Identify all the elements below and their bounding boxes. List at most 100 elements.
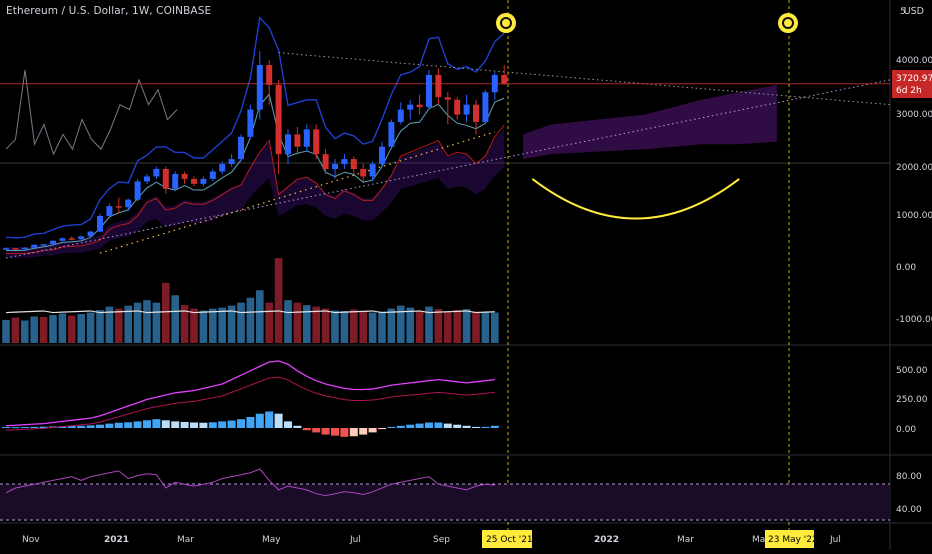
candle: [162, 169, 169, 189]
macd-histogram: [425, 422, 433, 428]
volume-bar: [21, 320, 29, 343]
volume-bar: [293, 302, 302, 343]
volume-bar: [462, 309, 471, 343]
macd-histogram: [312, 428, 321, 433]
volume-bar: [49, 315, 57, 343]
macd-histogram: [133, 421, 142, 428]
volume-ma: [5, 310, 495, 314]
volume-bar: [96, 310, 104, 343]
rsi-line: [5, 468, 495, 497]
candle: [266, 65, 273, 85]
date-highlight: [765, 530, 814, 548]
macd-histogram: [2, 427, 10, 429]
macd-line: [5, 360, 495, 427]
macd-histogram: [462, 425, 471, 428]
candle: [31, 244, 38, 248]
y-tick-label: -1000.00: [896, 315, 932, 325]
macd-histogram: [11, 427, 20, 429]
candle: [350, 159, 357, 169]
volume-bar: [406, 307, 414, 343]
volume-bar: [491, 312, 499, 343]
macd-histogram: [284, 421, 292, 428]
eye-icon[interactable]: [778, 13, 798, 33]
y-tick-label: 250.00: [896, 395, 928, 405]
candle: [322, 154, 329, 169]
candle: [369, 164, 376, 177]
macd-histogram: [378, 428, 386, 430]
candle: [219, 164, 226, 172]
volume-bar: [199, 310, 208, 343]
volume-bar: [105, 306, 114, 343]
candle: [78, 236, 85, 240]
eye-icon[interactable]: [496, 13, 516, 33]
volume-bar: [256, 290, 264, 343]
price-badge-countdown: 6d 2h: [896, 86, 922, 96]
candle: [491, 74, 498, 93]
candle: [181, 173, 188, 179]
y-tick-label: 0.00: [896, 425, 916, 435]
x-tick-label: Mar: [677, 535, 694, 545]
volume-bar: [68, 315, 76, 343]
macd-histogram: [143, 420, 151, 428]
currency-label: USD: [903, 6, 924, 17]
candle: [3, 248, 9, 250]
volume-bar: [387, 308, 396, 343]
volume-bar: [284, 300, 292, 343]
candle: [473, 104, 479, 122]
volume-bar: [171, 295, 179, 343]
candle: [153, 169, 160, 177]
candle: [21, 247, 28, 250]
candle: [172, 173, 179, 189]
y-tick-label: 2000.00: [896, 163, 932, 173]
x-tick-label: May: [262, 535, 281, 545]
macd-histogram: [255, 413, 264, 428]
candle: [68, 238, 75, 240]
volume-bar: [359, 311, 367, 343]
y-tick-label: 5: [900, 7, 906, 17]
candle: [40, 244, 47, 246]
candle: [144, 176, 150, 182]
volume-bar: [331, 310, 339, 343]
macd-histogram: [208, 422, 217, 428]
volume-bar: [218, 307, 226, 343]
x-tick-label: Sep: [433, 535, 450, 545]
macd-histogram: [237, 419, 245, 428]
y-tick-label: 3000.00: [896, 110, 932, 120]
y-tick-label: 4000.00: [896, 56, 932, 66]
candle: [360, 169, 367, 177]
macd-histogram: [415, 423, 424, 428]
volume-bar: [350, 309, 358, 343]
macd-histogram: [152, 419, 161, 428]
volume-bar: [378, 311, 386, 343]
macd-histogram: [331, 428, 339, 436]
macd-histogram: [349, 428, 358, 437]
candle: [501, 74, 508, 84]
x-tick-label: 2021: [104, 535, 129, 545]
macd-histogram: [265, 411, 274, 428]
macd-histogram: [472, 426, 480, 428]
macd-histogram: [30, 426, 39, 428]
ichimoku-cloud: [523, 84, 777, 160]
macd-histogram: [490, 425, 499, 428]
macd-histogram: [387, 426, 396, 428]
volume-bar: [133, 302, 142, 343]
candle: [397, 109, 404, 122]
candle: [209, 171, 216, 179]
volume-bar: [58, 313, 67, 343]
candle: [191, 178, 197, 184]
macd-histogram: [114, 422, 123, 428]
cloud-ribbon: [6, 128, 505, 258]
macd-histogram: [453, 424, 462, 428]
signal-line: [5, 376, 495, 431]
volume-bar: [472, 311, 480, 343]
macd-histogram: [359, 428, 368, 435]
macd-histogram: [199, 422, 208, 428]
y-tick-label: 500.00: [896, 366, 928, 376]
macd-histogram: [20, 427, 29, 429]
support-trendline: [5, 79, 891, 259]
macd-histogram: [105, 423, 114, 428]
volume-bar: [481, 311, 490, 343]
projection-arc: [531, 178, 740, 220]
